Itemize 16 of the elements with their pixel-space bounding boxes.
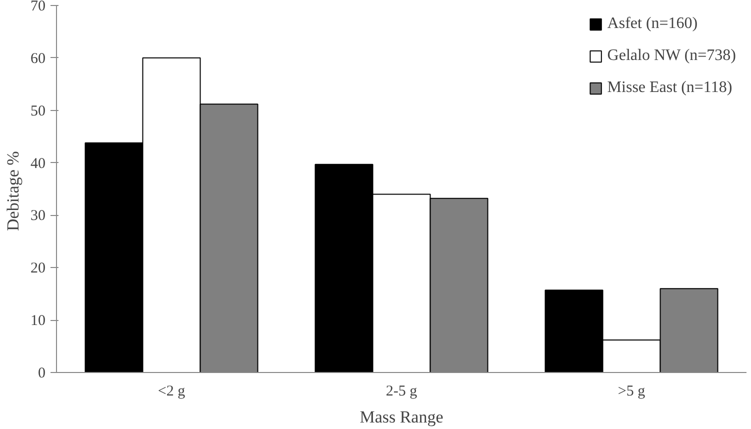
legend-label: Gelalo NW (n=738) [607, 47, 736, 65]
x-axis-title: Mass Range [360, 408, 444, 426]
y-tick-label: 20 [30, 260, 46, 277]
legend-label: Asfet (n=160) [607, 15, 698, 33]
legend-label: Misse East (n=118) [607, 79, 732, 97]
y-tick-label: 40 [30, 156, 46, 172]
y-tick-label: 70 [30, 0, 46, 14]
y-tick-label: 30 [30, 208, 46, 224]
x-tick-label: 2-5 g [386, 384, 418, 400]
y-tick-label: 10 [30, 313, 46, 330]
y-tick-label: 0 [38, 366, 46, 382]
x-tick-label: <2 g [158, 384, 186, 400]
y-axis-title: Debitage % [4, 151, 22, 232]
y-tick-label: 50 [30, 103, 46, 120]
x-tick-label: >5 g [618, 384, 646, 400]
y-tick-label: 60 [30, 50, 46, 67]
